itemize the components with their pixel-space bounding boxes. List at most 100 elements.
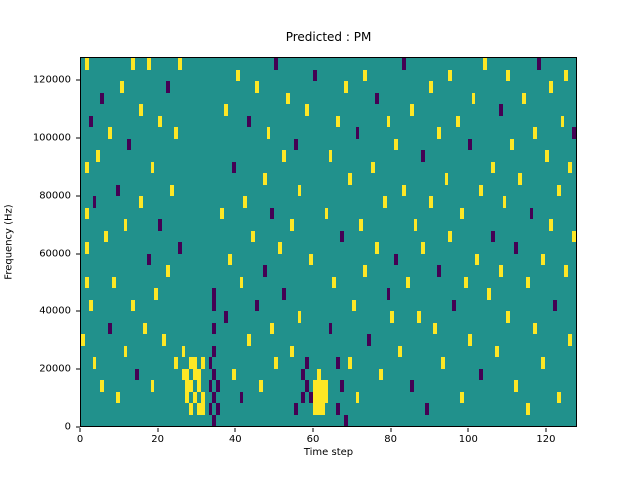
x-tick-mark xyxy=(312,428,314,432)
heatmap-cell xyxy=(459,391,464,403)
x-tick-mark xyxy=(545,428,547,432)
heatmap-cell xyxy=(309,253,314,265)
heatmap-cell xyxy=(104,230,109,242)
heatmap-cell xyxy=(382,196,387,208)
heatmap-cell xyxy=(316,380,321,392)
heatmap-cell xyxy=(417,311,422,323)
heatmap-cell xyxy=(289,345,294,357)
heatmap-cell xyxy=(127,138,132,150)
heatmap-cell xyxy=(401,58,406,70)
heatmap-cell xyxy=(367,334,372,346)
heatmap-cell xyxy=(305,357,310,369)
heatmap-cell xyxy=(212,391,217,403)
heatmap-cell xyxy=(386,288,391,300)
heatmap-cell xyxy=(185,391,190,403)
heatmap-cell xyxy=(84,242,89,254)
y-tick-mark xyxy=(76,253,80,255)
heatmap-cell xyxy=(224,104,228,116)
heatmap-cell xyxy=(197,368,201,380)
heatmap-cell xyxy=(487,288,491,300)
heatmap-cell xyxy=(305,380,310,392)
heatmap-cell xyxy=(568,334,573,346)
heatmap-cell xyxy=(359,219,364,231)
heatmap-cell xyxy=(545,150,549,162)
heatmap-cell xyxy=(285,92,290,104)
heatmap-cell xyxy=(525,276,530,288)
heatmap-cell xyxy=(166,81,170,93)
heatmap-cell xyxy=(193,368,197,380)
heatmap-cell xyxy=(154,288,159,300)
heatmap-cell xyxy=(169,184,174,196)
x-tick-label: 20 xyxy=(151,434,165,445)
heatmap-cell xyxy=(270,207,275,219)
heatmap-cell xyxy=(289,219,294,231)
x-tick-mark xyxy=(79,428,81,432)
heatmap-cell xyxy=(131,299,136,311)
heatmap-cell xyxy=(374,92,379,104)
heatmap-cell xyxy=(378,368,383,380)
heatmap-cell xyxy=(224,311,228,323)
heatmap-cell xyxy=(467,138,472,150)
heatmap-cell xyxy=(301,368,306,380)
chart-title: Predicted : PM xyxy=(285,30,372,44)
heatmap-cell xyxy=(197,403,201,415)
heatmap-cell xyxy=(517,173,522,185)
heatmap-cell xyxy=(208,357,213,369)
heatmap-cell xyxy=(355,391,360,403)
heatmap-cell xyxy=(212,299,217,311)
heatmap-cell xyxy=(355,127,360,139)
heatmap-cell xyxy=(320,403,325,415)
heatmap-cell xyxy=(313,69,317,81)
heatmap-cell xyxy=(525,403,530,415)
heatmap-cell xyxy=(251,230,256,242)
heatmap-cell xyxy=(444,173,449,185)
y-axis-ticks: 0 20000 40000 60000 80000 100000 120000 xyxy=(0,57,80,433)
heatmap-cell xyxy=(100,92,105,104)
heatmap-cell xyxy=(200,391,205,403)
heatmap-cell xyxy=(88,299,93,311)
heatmap-cell xyxy=(139,196,143,208)
heatmap-cell xyxy=(316,403,321,415)
heatmap-cell xyxy=(316,368,321,380)
heatmap-cell xyxy=(572,230,576,242)
heatmap-cell xyxy=(313,403,317,415)
y-tick-label: 60000 xyxy=(39,248,71,260)
y-tick-mark xyxy=(76,368,80,370)
heatmap-cell xyxy=(231,368,236,380)
x-tick-mark xyxy=(390,428,392,432)
heatmap-cell xyxy=(216,380,221,392)
heatmap-cell xyxy=(401,184,406,196)
heatmap-cell xyxy=(343,81,348,93)
heatmap-cell xyxy=(189,380,194,392)
y-tick-mark xyxy=(76,79,80,81)
heatmap-cell xyxy=(111,276,116,288)
x-tick-label: 40 xyxy=(228,434,242,445)
heatmap-cell xyxy=(320,391,325,403)
heatmap-cell xyxy=(429,196,433,208)
heatmap-cell xyxy=(305,104,310,116)
heatmap-cell xyxy=(320,380,325,392)
heatmap-cell xyxy=(351,299,356,311)
heatmap-cell xyxy=(347,173,352,185)
heatmap-cell xyxy=(316,391,321,403)
heatmap-cell xyxy=(220,207,225,219)
heatmap-cell xyxy=(490,230,495,242)
heatmap-cell xyxy=(533,322,538,334)
heatmap-cell xyxy=(498,104,503,116)
heatmap-cell xyxy=(324,380,329,392)
heatmap-cell xyxy=(541,253,546,265)
y-tick-label: 0 xyxy=(64,421,71,433)
heatmap-cell xyxy=(123,219,128,231)
heatmap-cell xyxy=(212,345,217,357)
heatmap-cell xyxy=(131,58,136,70)
heatmap-cell xyxy=(293,403,298,415)
heatmap-cell xyxy=(255,299,259,311)
heatmap-cell xyxy=(208,380,213,392)
heatmap-cell xyxy=(479,184,484,196)
x-axis-ticks: 0 20 40 60 80 100 120 xyxy=(77,427,577,451)
heatmap-cell xyxy=(274,357,279,369)
x-tick-label: 120 xyxy=(536,434,556,445)
heatmap-cell xyxy=(541,357,546,369)
heatmap-cell xyxy=(135,368,139,380)
heatmap-cell xyxy=(502,196,507,208)
